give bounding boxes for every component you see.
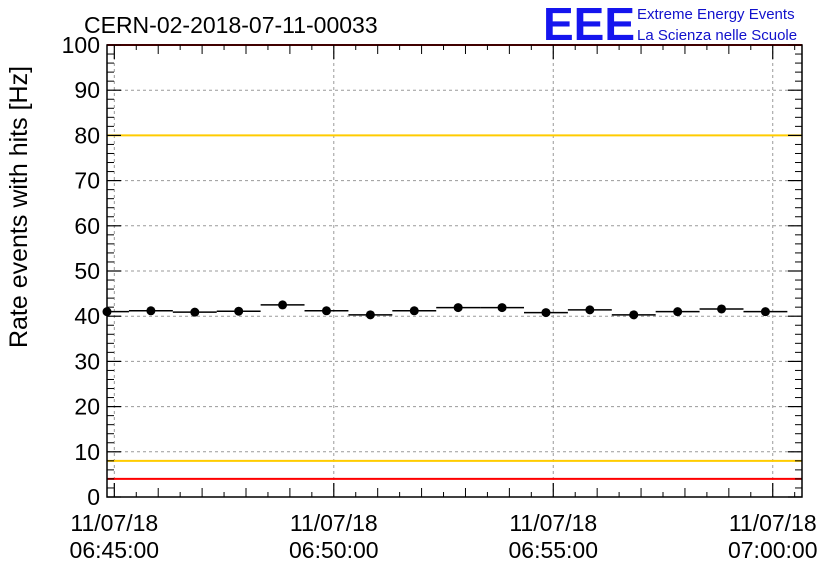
data-point [190,307,200,317]
data-point [673,307,683,317]
y-tick-label: 60 [74,213,100,239]
y-tick-label: 40 [74,303,100,329]
x-tick-label: 06:50:00 [289,537,379,563]
data-point [146,306,156,316]
y-tick-label: 10 [74,439,100,465]
x-tick-label: 11/07/18 [509,510,597,536]
y-tick-label: 50 [74,258,100,284]
x-tick-label: 11/07/18 [290,510,378,536]
data-point [234,306,244,316]
y-tick-label: 70 [74,168,100,194]
data-point [717,304,727,314]
eee-logo-line1: Extreme Energy Events [637,6,795,23]
x-tick-label: 11/07/18 [70,510,158,536]
eee-logo-line2: La Scienza nelle Scuole [637,27,797,44]
axes: 010203040506070809010011/07/1806:45:0011… [62,32,818,563]
x-tick-label: 06:45:00 [70,537,160,563]
x-tick-label: 07:00:00 [728,537,818,563]
data-point [629,310,639,320]
y-tick-label: 0 [87,484,100,510]
x-tick-label: 11/07/18 [729,510,817,536]
y-axis-title: Rate events with hits [Hz] [5,66,33,348]
data-point [541,308,551,318]
data-point [497,303,507,313]
y-tick-label: 30 [74,348,100,374]
reference-lines [107,44,802,480]
data-point [365,310,375,320]
data-point [453,303,463,313]
data-point [585,305,595,315]
data-point [278,300,288,310]
eee-logo-mark: EEE [543,0,635,50]
data-series [102,300,788,320]
chart-title: CERN-02-2018-07-11-00033 [84,12,378,38]
y-tick-label: 90 [74,77,100,103]
eee-logo: EEE Extreme Energy Events La Scienza nel… [543,0,797,50]
grid [107,44,802,498]
data-point [321,306,331,316]
data-point [760,307,770,317]
data-point [409,306,419,316]
y-tick-label: 80 [74,122,100,148]
x-tick-label: 06:55:00 [508,537,598,563]
y-tick-label: 20 [74,394,100,420]
y-tick-label: 100 [62,32,100,58]
